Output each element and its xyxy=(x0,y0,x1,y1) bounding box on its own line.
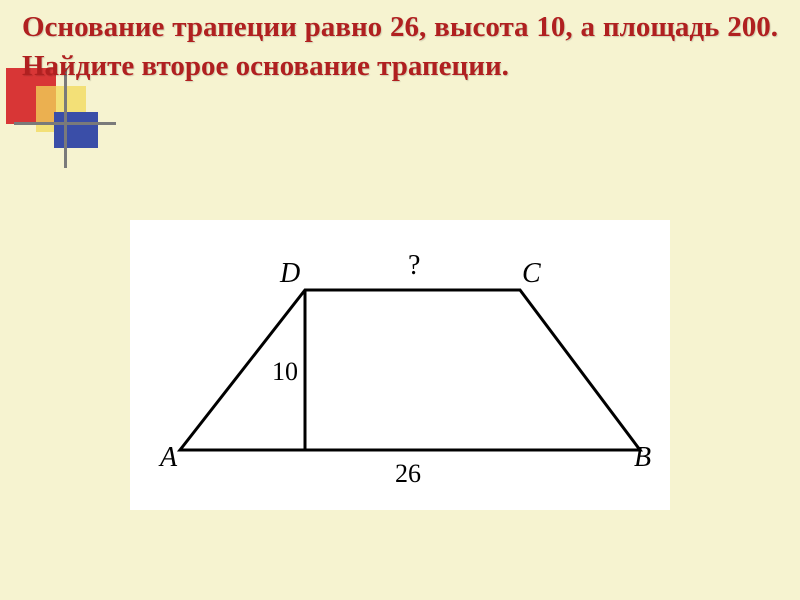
vertex-d-label: D xyxy=(279,258,300,289)
trapezoid-shape xyxy=(180,290,640,450)
slide-title: Основание трапеции равно 26, высота 10, … xyxy=(22,8,778,86)
base-value-label: 26 xyxy=(395,459,421,488)
blue-square xyxy=(54,112,98,148)
slide: Основание трапеции равно 26, высота 10, … xyxy=(0,0,800,600)
height-value-label: 10 xyxy=(272,357,298,386)
figure-container: A B C D 10 26 ? xyxy=(130,220,670,510)
vertex-b-label: B xyxy=(634,442,651,473)
question-mark-label: ? xyxy=(408,250,420,281)
trapezoid-diagram: A B C D 10 26 ? xyxy=(130,220,670,510)
vertex-a-label: A xyxy=(158,442,178,473)
vertex-c-label: C xyxy=(522,258,541,289)
